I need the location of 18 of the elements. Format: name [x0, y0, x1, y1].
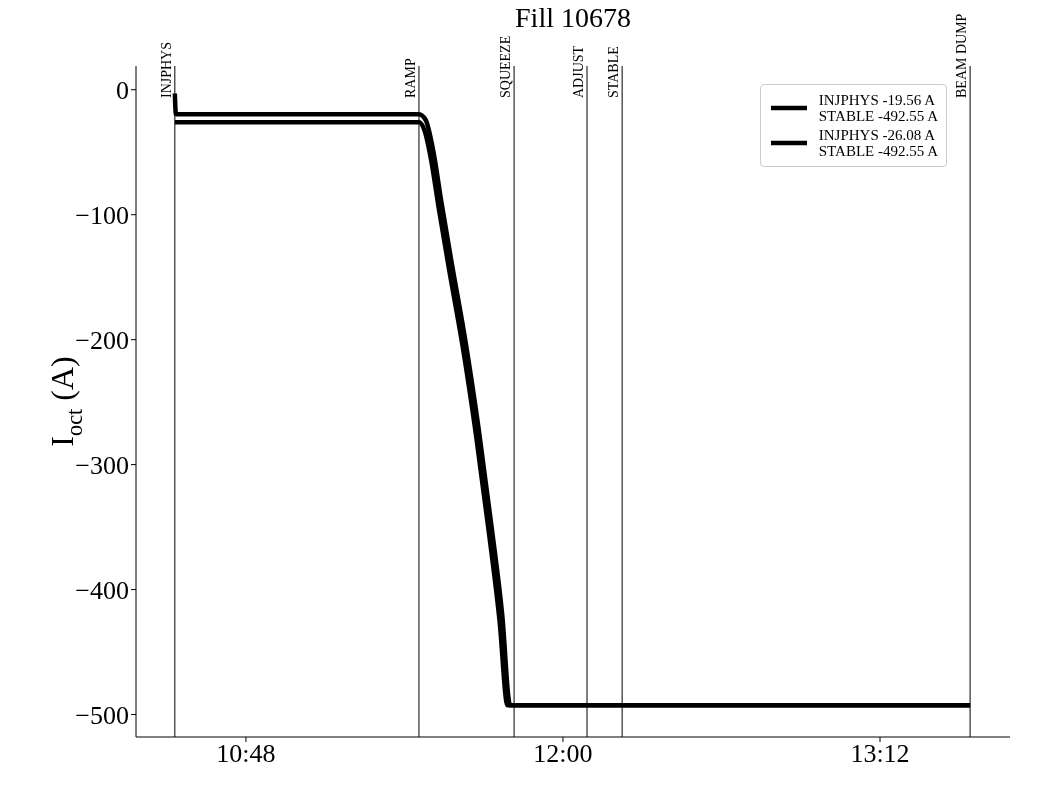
ref-line-label: RAMP: [402, 58, 418, 98]
y-tick-label: −200: [75, 325, 129, 355]
x-tick-label: 13:12: [850, 739, 910, 769]
ref-line-label: STABLE: [606, 46, 622, 98]
y-tick-label: −100: [75, 200, 129, 230]
y-tick-label: 0: [116, 75, 129, 105]
chart-title: Fill 10678: [515, 2, 631, 33]
x-tick-label: 10:48: [216, 739, 276, 769]
x-tick-label: 12:00: [533, 739, 593, 769]
ref-line-label: ADJUST: [571, 45, 586, 98]
ref-line-label: INJPHYS: [158, 41, 174, 98]
ref-line-label: BEAM DUMP: [954, 13, 970, 98]
legend-label: INJPHYS -26.08 A STABLE -492.55 A: [818, 127, 938, 159]
y-tick-label: −300: [75, 450, 129, 480]
legend-label: INJPHYS -19.56 A STABLE -492.55 A: [818, 92, 938, 124]
y-tick-label: −400: [75, 575, 129, 605]
y-tick-label: −500: [75, 700, 129, 730]
ref-line-label: SQUEEZE: [498, 35, 514, 98]
